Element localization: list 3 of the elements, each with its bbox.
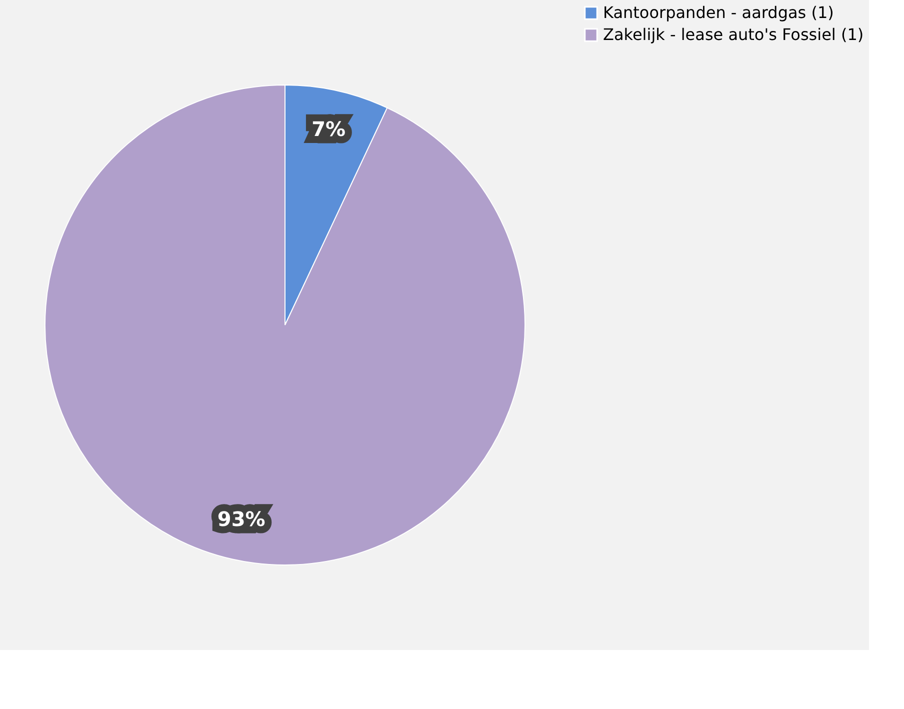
- pie-slice: [44, 84, 526, 566]
- legend-label: Kantoorpanden - aardgas (1): [603, 3, 834, 22]
- legend-label: Zakelijk - lease auto's Fossiel (1): [603, 25, 864, 44]
